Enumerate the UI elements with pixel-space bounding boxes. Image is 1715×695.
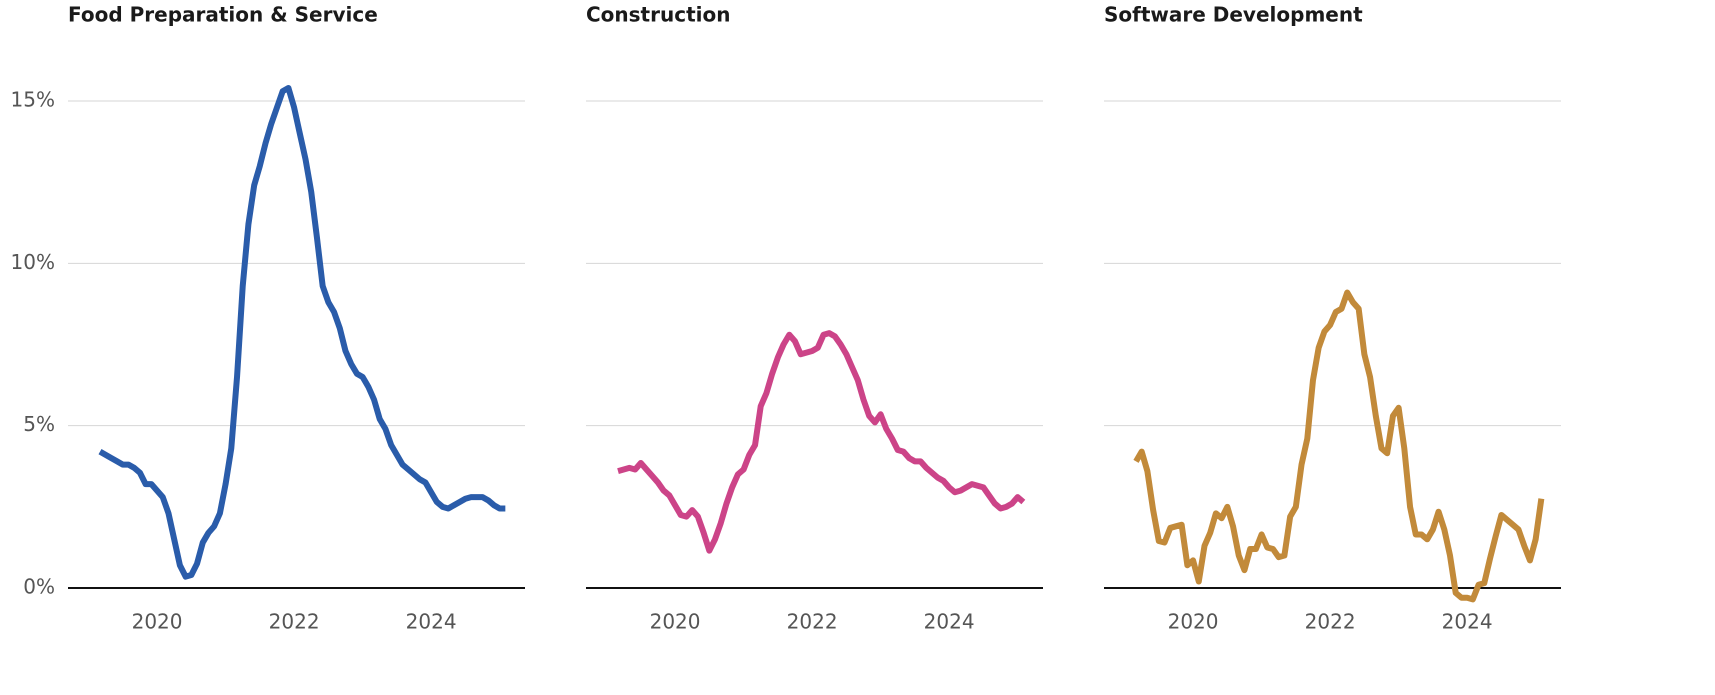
y-tick-label: 5% xyxy=(23,412,55,436)
chart-title: Food Preparation & Service xyxy=(68,3,378,27)
x-tick-label: 2020 xyxy=(1168,610,1219,634)
x-tick-label: 2024 xyxy=(1442,610,1493,634)
x-tick-label: 2024 xyxy=(406,610,457,634)
y-tick-label: 0% xyxy=(23,575,55,599)
x-tick-label: 2022 xyxy=(269,610,320,634)
x-tick-label: 2020 xyxy=(132,610,183,634)
chart-title: Software Development xyxy=(1104,3,1363,27)
y-tick-label: 10% xyxy=(11,250,55,274)
x-tick-label: 2024 xyxy=(924,610,975,634)
chart-title: Construction xyxy=(586,3,730,27)
series-line xyxy=(98,84,506,580)
y-tick-label: 15% xyxy=(11,87,55,111)
series-line xyxy=(617,330,1026,554)
x-tick-label: 2022 xyxy=(1305,610,1356,634)
x-tick-label: 2020 xyxy=(650,610,701,634)
x-tick-label: 2022 xyxy=(787,610,838,634)
series-line xyxy=(1133,289,1545,603)
